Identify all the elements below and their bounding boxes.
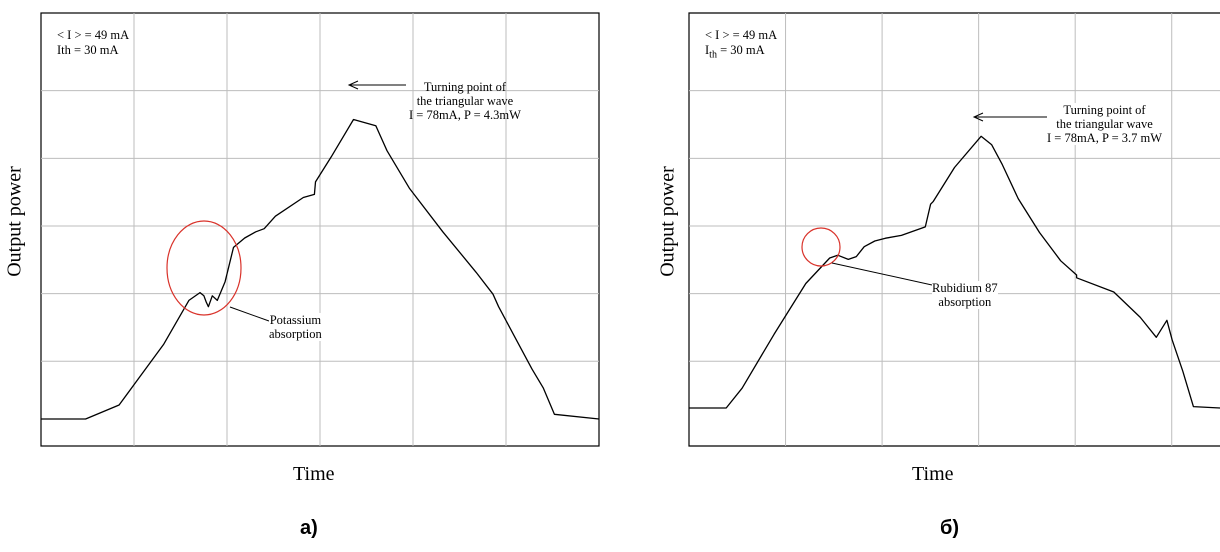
plot-area-a: < I > = 49 mA Ith = 30 mA Turning point … xyxy=(40,12,600,447)
series-line-0 xyxy=(689,135,1220,409)
panel-label-b: б) xyxy=(940,517,960,539)
absorption-annotation-a: Potassium absorption xyxy=(269,313,322,341)
current-mean-label-a: < I > = 49 mA xyxy=(57,28,130,42)
y-axis-label-a: Output power xyxy=(3,166,26,277)
x-axis-label-a: Time xyxy=(293,463,335,485)
absorption-leader-line xyxy=(831,262,933,286)
series-line-0 xyxy=(41,118,600,420)
current-mean-label-b: < I > = 49 mA xyxy=(705,28,778,42)
turning-point-arrow xyxy=(972,112,1061,122)
threshold-label-b: Ith = 30 mA xyxy=(705,43,765,61)
panel-b: < I > = 49 mA Ith = 30 mA Turning point … xyxy=(640,0,1220,552)
turning-point-annotation-a: Turning point of the triangular wave I =… xyxy=(409,80,521,122)
absorption-annotation-b: Rubidium 87 absorption xyxy=(932,281,998,309)
chart-svg-b xyxy=(688,12,1220,447)
absorption-circle xyxy=(801,227,841,267)
plot-area-b: < I > = 49 mA Ith = 30 mA Turning point … xyxy=(688,12,1220,447)
absorption-circle xyxy=(166,220,242,316)
grid-lines xyxy=(41,13,599,446)
turning-point-arrow xyxy=(347,80,406,90)
turning-point-annotation-b: Turning point of the triangular wave I =… xyxy=(1047,103,1163,145)
absorption-leader-line xyxy=(229,306,270,322)
chart-svg-a xyxy=(40,12,600,447)
y-axis-label-b: Output power xyxy=(656,166,679,277)
grid-lines xyxy=(689,13,1220,446)
panel-a: < I > = 49 mA Ith = 30 mA Turning point … xyxy=(0,0,600,552)
x-axis-label-b: Time xyxy=(912,463,954,485)
plot-frame xyxy=(688,12,1220,447)
threshold-label-a: Ith = 30 mA xyxy=(57,43,119,57)
panel-label-a: а) xyxy=(300,517,318,539)
